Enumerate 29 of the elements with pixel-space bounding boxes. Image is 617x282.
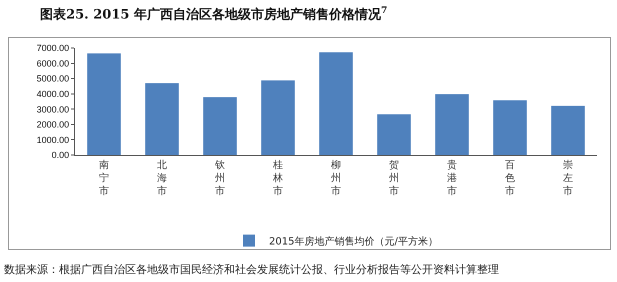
bar: [319, 52, 353, 155]
y-tick-label: 7000.00: [36, 43, 70, 54]
y-tick-label: 6000.00: [36, 58, 70, 68]
bar: [203, 97, 237, 155]
y-tick-label: 0.00: [52, 150, 70, 160]
bar: [261, 80, 295, 155]
bar: [435, 94, 469, 155]
chart-title: 图表25. 2015 年广西自治区各地级市房地产销售价格情况$^{7}$: [40, 5, 388, 23]
x-tick-label: 南宁市: [99, 159, 109, 197]
source-note: 数据来源：根据广西自治区各地级市国民经济和社会发展统计公报、行业分析报告等公开资料计算整理: [4, 263, 499, 276]
bar: [551, 106, 585, 155]
bar: [145, 83, 179, 155]
x-tick-label: 崇左市: [563, 159, 573, 197]
bar: [377, 114, 411, 155]
y-tick-label: 5000.00: [36, 74, 70, 84]
bar: [493, 100, 527, 155]
x-tick-label: 柳州市: [331, 159, 341, 197]
y-tick-label: 1000.00: [36, 134, 70, 145]
x-tick-label: 百色市: [505, 160, 515, 197]
legend-label: 2015年房地产销售均价（元/平方米）: [269, 236, 438, 248]
x-tick-label: 钦州市: [214, 160, 225, 197]
x-tick-label: 桂林市: [272, 159, 283, 197]
y-tick-label: 4000.00: [36, 89, 70, 100]
x-tick-label: 贵港市: [447, 159, 457, 197]
bar: [87, 53, 121, 155]
y-tick-label: 2000.00: [36, 120, 70, 130]
x-tick-label: 贺州市: [389, 159, 399, 197]
y-tick-label: 3000.00: [36, 104, 70, 114]
x-tick-label: 北海市: [157, 159, 167, 197]
